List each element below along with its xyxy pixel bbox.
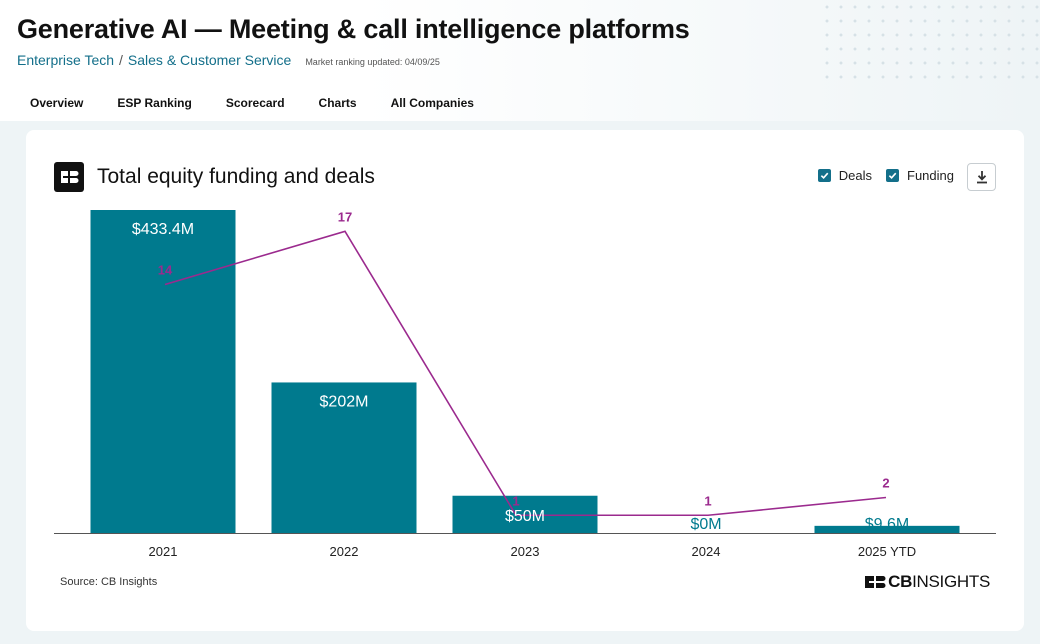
funding-bar-2025-ytd — [814, 525, 960, 533]
chart-title: Total equity funding and deals — [97, 165, 375, 188]
breadcrumb-separator: / — [119, 52, 123, 68]
deals-label-2025-ytd: 2 — [882, 476, 889, 491]
cb-insights-mark-icon — [865, 576, 886, 588]
chart-header: Total equity funding and deals — [54, 162, 375, 192]
breadcrumb-sales-customer-service[interactable]: Sales & Customer Service — [127, 52, 292, 68]
cb-insights-brand: CBINSIGHTS — [864, 572, 990, 592]
breadcrumb-enterprise-tech[interactable]: Enterprise Tech — [17, 52, 115, 68]
funding-bar-2021 — [90, 210, 236, 533]
checkbox-check-icon[interactable] — [817, 169, 831, 182]
series-toggles: Deals Funding — [804, 168, 954, 183]
funding-label-2023: $50M — [505, 508, 545, 525]
funding-deals-chart: $433.4M $202M $50M $0M $9.6M 14 17 1 1 2 2021 2022 2… — [54, 209, 996, 559]
deals-label-2021: 14 — [158, 263, 173, 278]
x-tick-label-2023: 2023 — [511, 544, 540, 559]
brand-cb: CB — [888, 572, 913, 591]
tab-esp-ranking[interactable]: ESP Ranking — [117, 95, 192, 110]
funding-toggle[interactable]: Funding — [886, 168, 954, 183]
deals-line — [164, 230, 887, 517]
x-tick-label-2025-ytd: 2025 YTD — [858, 544, 916, 559]
deals-toggle-label: Deals — [838, 168, 873, 183]
download-button[interactable] — [967, 163, 996, 191]
x-tick-label-2022: 2022 — [330, 544, 359, 559]
funding-label-2024: $0M — [690, 516, 721, 533]
deals-label-2023: 1 — [512, 493, 519, 508]
deals-label-2024: 1 — [704, 493, 711, 508]
page-title: Generative AI — Meeting & call intellige… — [17, 14, 690, 44]
tab-all-companies[interactable]: All Companies — [390, 95, 474, 110]
decorative-dots — [820, 0, 1040, 80]
funding-label-2021: $433.4M — [132, 221, 194, 238]
x-tick-label-2021: 2021 — [149, 544, 178, 559]
funding-bar-2023 — [452, 495, 598, 533]
deals-label-2022: 17 — [338, 209, 352, 224]
x-tick-label-2024: 2024 — [692, 544, 721, 559]
breadcrumb: Enterprise Tech / Sales & Customer Servi… — [17, 52, 440, 68]
tab-overview[interactable]: Overview — [17, 84, 97, 121]
funding-label-2025-ytd: $9.6M — [865, 516, 909, 533]
ranking-updated-text: Market ranking updated: 04/09/25 — [305, 57, 440, 67]
funding-card: Total equity funding and deals Deals Fun… — [26, 130, 1024, 631]
tab-bar: Overview ESP Ranking Scorecard Charts Al… — [17, 84, 495, 121]
download-icon — [976, 171, 987, 184]
funding-bar-2022 — [271, 382, 417, 533]
source-note: Source: CB Insights — [60, 576, 158, 588]
funding-toggle-label: Funding — [907, 168, 954, 183]
tab-scorecard[interactable]: Scorecard — [225, 95, 285, 110]
cb-insights-logo-icon — [54, 162, 84, 192]
deals-toggle[interactable]: Deals — [817, 168, 873, 183]
brand-insights: INSIGHTS — [912, 572, 990, 591]
funding-label-2022: $202M — [320, 393, 369, 410]
checkbox-check-icon[interactable] — [886, 169, 900, 182]
tab-charts[interactable]: Charts — [318, 95, 357, 110]
